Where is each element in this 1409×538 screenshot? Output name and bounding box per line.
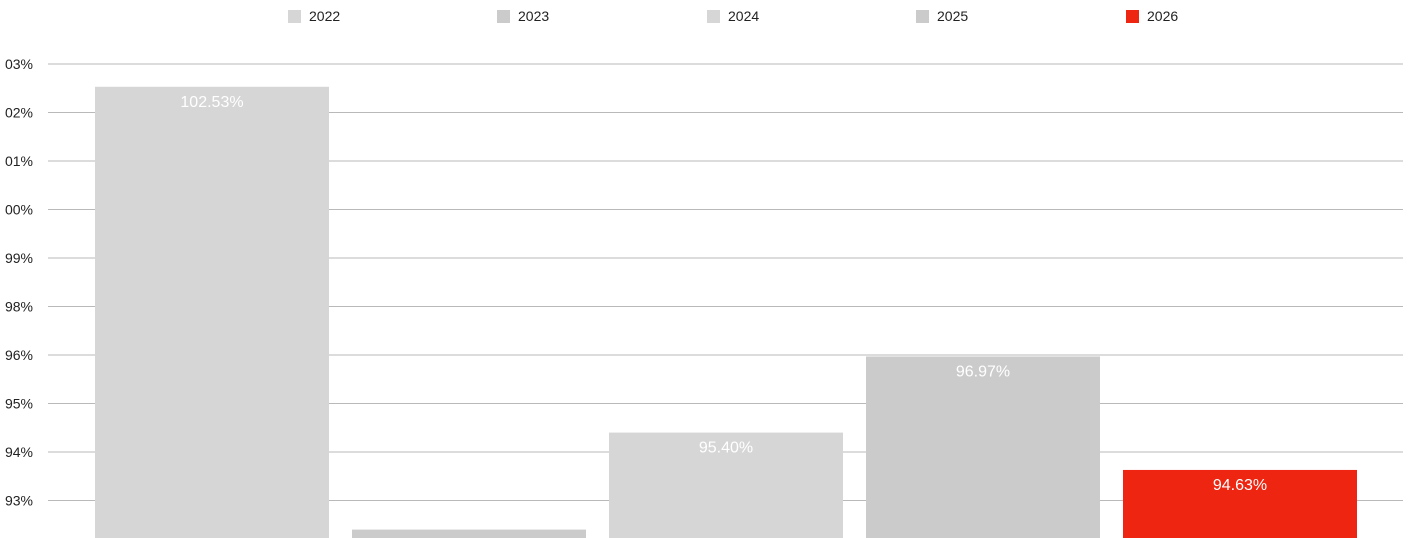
legend-swatch-2023 — [497, 9, 510, 23]
bar-2025 — [866, 356, 1100, 538]
bar-labels: 102.53% 93.40% 95.40% 96.97% 94.63% — [180, 94, 1267, 538]
bar-2023 — [352, 529, 586, 538]
bar-label-2023: 93.40% — [442, 537, 496, 538]
legend-item-2022: 2022 — [288, 8, 340, 24]
y-tick-label: 94% — [5, 444, 33, 460]
bar-label-2022: 102.53% — [180, 94, 243, 111]
legend-swatch-2025 — [916, 9, 929, 23]
y-tick-label: 00% — [5, 202, 33, 218]
bar-label-2026: 94.63% — [1213, 477, 1267, 494]
y-axis-ticks: 03% 02% 01% 00% 99% 98% 96% 95% 94% 93% — [5, 56, 33, 509]
legend-label-2025: 2025 — [937, 8, 969, 24]
y-tick-label: 93% — [5, 493, 33, 509]
bar-label-2024: 95.40% — [699, 440, 753, 457]
y-tick-label: 96% — [5, 347, 33, 363]
legend-swatch-2026 — [1126, 9, 1139, 23]
legend-swatch-2022 — [288, 9, 301, 23]
y-tick-label: 95% — [5, 396, 33, 412]
bar-label-2025: 96.97% — [956, 363, 1010, 380]
bar-2022 — [95, 86, 329, 538]
legend-label-2026: 2026 — [1147, 8, 1179, 24]
y-tick-label: 98% — [5, 299, 33, 315]
bars — [95, 86, 1357, 538]
y-tick-label: 99% — [5, 250, 33, 266]
y-tick-label: 02% — [5, 105, 33, 121]
legend-item-2025: 2025 — [916, 8, 968, 24]
legend-item-2026: 2026 — [1126, 8, 1178, 24]
y-tick-label: 03% — [5, 56, 33, 72]
legend-item-2024: 2024 — [707, 8, 759, 24]
legend-item-2023: 2023 — [497, 8, 549, 24]
bar-2026 — [1123, 469, 1357, 538]
bar-2024 — [609, 432, 843, 538]
legend-label-2022: 2022 — [309, 8, 341, 24]
y-tick-label: 01% — [5, 153, 33, 169]
legend-label-2024: 2024 — [728, 8, 760, 24]
legend-swatch-2024 — [707, 9, 720, 23]
legend: 2022 2023 2024 2025 2026 — [0, 0, 1409, 34]
legend-label-2023: 2023 — [518, 8, 550, 24]
